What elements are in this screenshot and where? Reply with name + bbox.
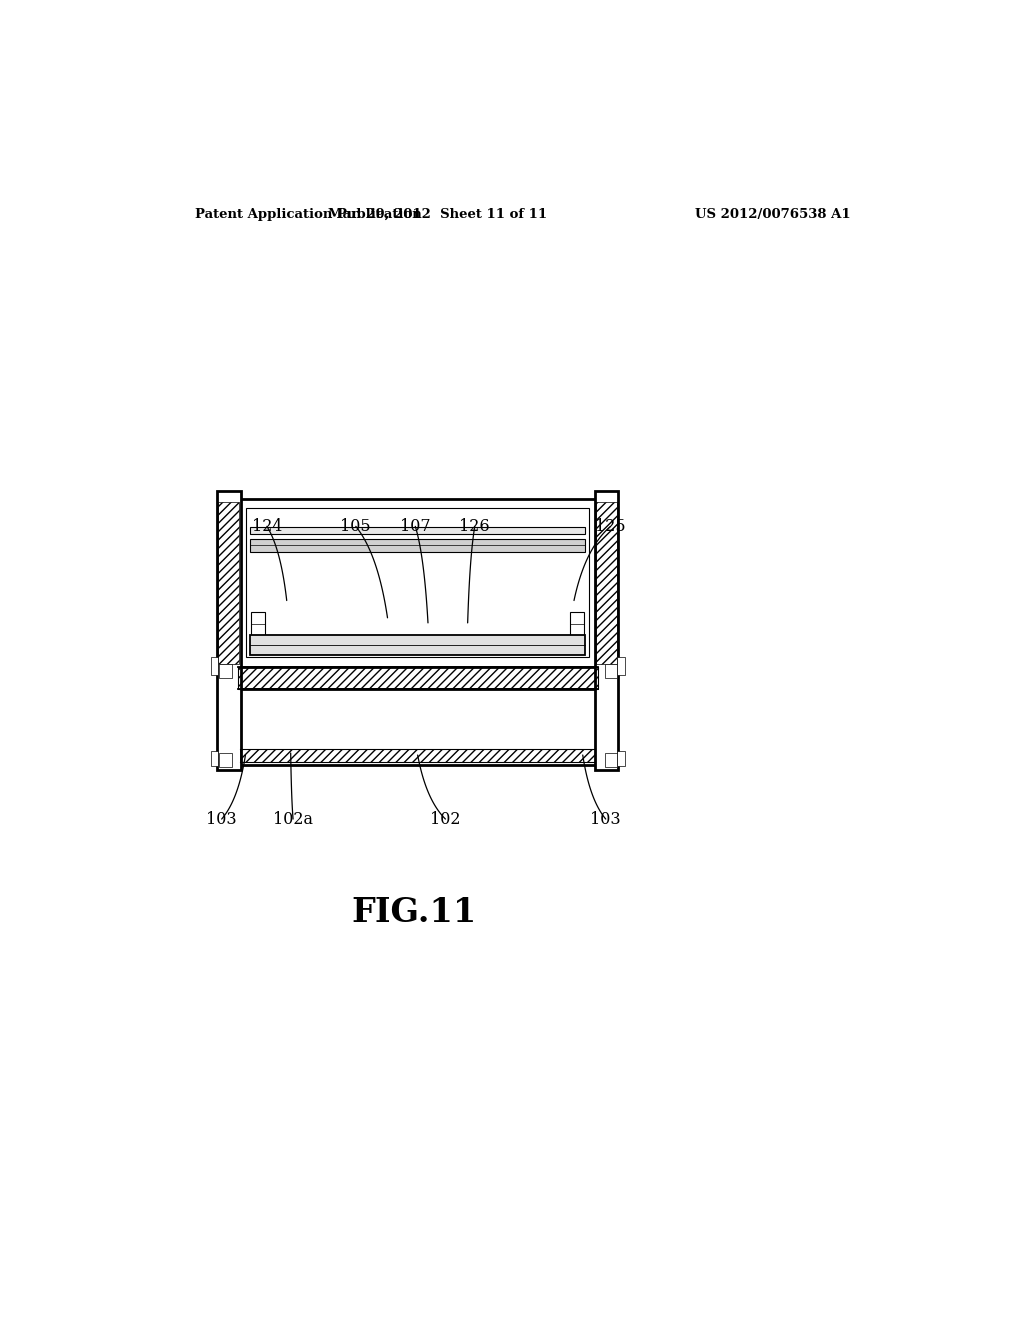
Text: 125: 125 bbox=[595, 517, 626, 535]
Text: 102: 102 bbox=[430, 810, 461, 828]
Bar bbox=[246, 508, 589, 657]
Text: Mar. 29, 2012  Sheet 11 of 11: Mar. 29, 2012 Sheet 11 of 11 bbox=[328, 207, 547, 220]
Bar bbox=[595, 491, 618, 771]
Bar bbox=[219, 752, 232, 767]
Text: 126: 126 bbox=[460, 517, 490, 535]
Text: 124: 124 bbox=[252, 517, 283, 535]
Bar bbox=[238, 689, 598, 766]
Bar bbox=[250, 635, 585, 656]
Text: 107: 107 bbox=[400, 517, 431, 535]
Bar bbox=[596, 502, 616, 664]
Text: 103: 103 bbox=[591, 810, 622, 828]
Bar bbox=[605, 664, 617, 678]
Text: US 2012/0076538 A1: US 2012/0076538 A1 bbox=[695, 207, 851, 220]
Bar bbox=[240, 748, 595, 762]
Bar bbox=[616, 657, 625, 676]
Bar bbox=[570, 611, 585, 647]
Bar bbox=[219, 664, 232, 678]
Bar bbox=[218, 502, 240, 664]
Bar bbox=[211, 751, 218, 766]
Text: 103: 103 bbox=[206, 810, 237, 828]
Text: 105: 105 bbox=[340, 517, 371, 535]
Bar bbox=[240, 499, 596, 667]
Bar bbox=[605, 752, 617, 767]
Bar bbox=[211, 657, 218, 676]
Text: 102a: 102a bbox=[273, 810, 313, 828]
Text: FIG.11: FIG.11 bbox=[351, 896, 476, 929]
Bar bbox=[251, 611, 265, 647]
Bar bbox=[238, 667, 598, 689]
Bar bbox=[250, 527, 585, 535]
Bar bbox=[250, 539, 585, 552]
Bar bbox=[217, 491, 241, 771]
Bar bbox=[616, 751, 625, 766]
Text: Patent Application Publication: Patent Application Publication bbox=[196, 207, 422, 220]
